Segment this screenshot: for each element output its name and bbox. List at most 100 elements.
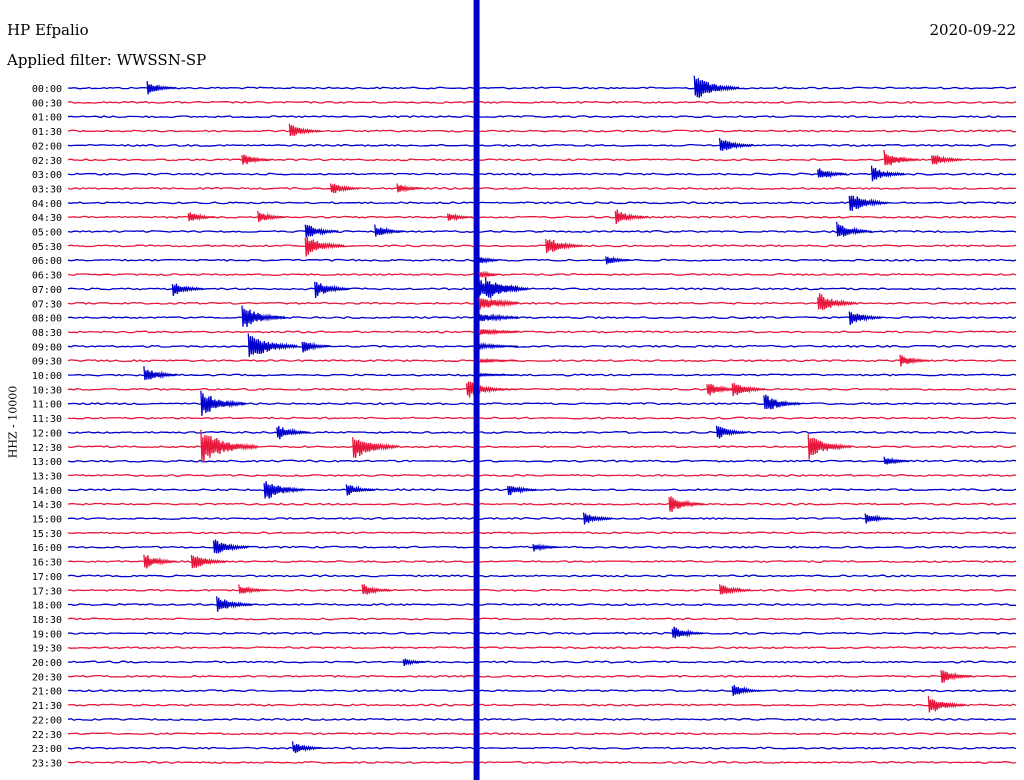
tick-label: 14:00 (32, 486, 62, 497)
teleseism-coda (478, 280, 519, 296)
event-burst (171, 283, 204, 297)
trace-row (67, 258, 1017, 262)
teleseism-coda (478, 312, 519, 322)
record-date: 2020-09-22 (929, 21, 1016, 39)
trace-row (67, 416, 1017, 420)
trace-row (67, 143, 1017, 147)
trace-row (67, 631, 1017, 635)
tick-label: 08:00 (32, 314, 62, 325)
tick-label: 15:00 (32, 515, 62, 526)
event-burst (807, 434, 852, 460)
tick-label: 22:30 (32, 730, 62, 741)
event-burst (304, 236, 345, 257)
teleseism-coda (478, 372, 519, 378)
event-burst (848, 195, 889, 212)
event-burst (731, 684, 762, 696)
tick-label: 13:00 (32, 457, 62, 468)
teleseism-coda (478, 270, 499, 279)
event-burst (216, 596, 253, 612)
trace-row (67, 100, 1017, 104)
tick-label: 07:00 (32, 285, 62, 296)
tick-label: 21:30 (32, 701, 62, 712)
event-burst (329, 183, 360, 194)
tick-label: 23:30 (32, 758, 62, 769)
trace-row (67, 617, 1017, 621)
tick-label: 10:00 (32, 371, 62, 382)
tick-label: 06:30 (32, 271, 62, 282)
tick-label: 03:30 (32, 184, 62, 195)
teleseism-coda (478, 357, 519, 364)
filter-label: Applied filter: WWSSN-SP (7, 51, 207, 69)
trace-row (67, 330, 1017, 334)
tick-label: 18:30 (32, 615, 62, 626)
tick-label: 20:30 (32, 672, 62, 683)
event-burst (187, 212, 216, 222)
event-burst (304, 224, 339, 238)
event-burst (241, 154, 272, 165)
tick-label: 05:00 (32, 228, 62, 239)
trace-row (67, 588, 1017, 592)
event-burst (247, 333, 298, 357)
tick-label: 12:00 (32, 428, 62, 439)
tick-label: 00:30 (32, 98, 62, 109)
event-burst (238, 584, 269, 595)
event-burst (940, 670, 973, 683)
trace-row (67, 502, 1017, 506)
tick-label: 11:30 (32, 414, 62, 425)
tick-label: 17:30 (32, 586, 62, 597)
event-burst (374, 224, 405, 237)
event-burst (190, 554, 227, 569)
event-burst (361, 584, 392, 595)
tick-label: 06:00 (32, 256, 62, 267)
tick-label: 04:30 (32, 213, 62, 224)
tick-label: 16:00 (32, 543, 62, 554)
tick-label: 11:00 (32, 400, 62, 411)
trace-row (67, 344, 1017, 348)
tick-label: 13:30 (32, 471, 62, 482)
trace-row (67, 703, 1017, 707)
event-burst (927, 695, 966, 713)
trace-row (67, 603, 1016, 607)
tick-label: 01:00 (32, 113, 62, 124)
event-burst (848, 311, 883, 326)
event-burst (288, 123, 321, 137)
trace-row (67, 689, 1017, 693)
event-burst (143, 554, 178, 569)
tick-label: 00:00 (32, 84, 62, 95)
tick-label: 18:00 (32, 601, 62, 612)
station-name: HP Efpalio (7, 21, 89, 39)
event-burst (605, 255, 632, 265)
trace-row (67, 430, 1017, 434)
trace-row (67, 387, 1016, 391)
event-burst (507, 485, 538, 496)
event-burst (864, 513, 893, 524)
tick-label: 19:00 (32, 629, 62, 640)
trace-row (67, 115, 1017, 119)
tick-label: 07:30 (32, 299, 62, 310)
event-burst (817, 168, 848, 179)
trace-row (67, 215, 1017, 219)
tick-label: 17:00 (32, 572, 62, 583)
trace-row (67, 574, 1017, 578)
event-burst (241, 305, 286, 328)
trace-row (67, 373, 1017, 377)
trace-row (67, 86, 1017, 90)
event-burst (352, 437, 399, 458)
event-burst (930, 155, 964, 165)
trace-row (67, 646, 1016, 650)
event-burst (582, 512, 613, 525)
tick-label: 16:30 (32, 558, 62, 569)
teleseism-coda (478, 297, 519, 310)
event-burst (870, 165, 905, 182)
event-burst (200, 429, 259, 463)
event-burst (817, 293, 858, 311)
event-burst (731, 382, 766, 397)
tick-label: 02:00 (32, 141, 62, 152)
event-burst (668, 496, 705, 512)
event-burst (314, 281, 351, 298)
event-burst (899, 354, 930, 367)
tick-label: 21:00 (32, 687, 62, 698)
trace-row (67, 516, 1017, 521)
trace-row (67, 761, 1017, 764)
saturated-trace-band (473, 0, 480, 780)
